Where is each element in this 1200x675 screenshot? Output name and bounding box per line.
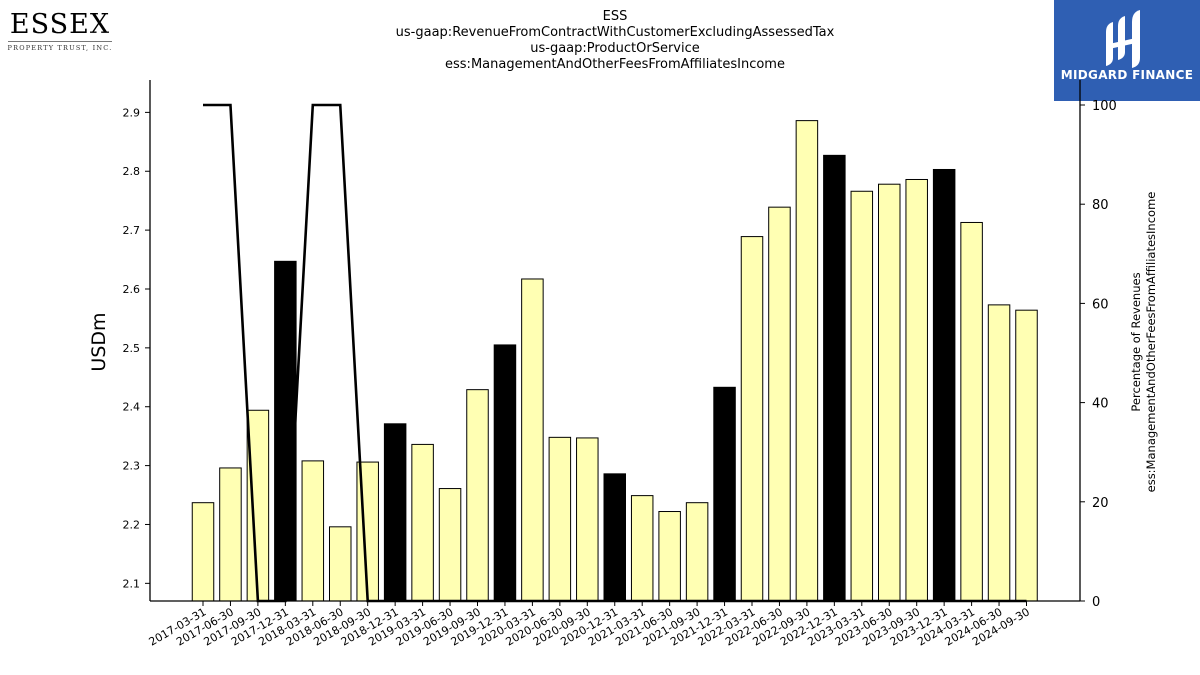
y2-tick-label: 20 <box>1092 496 1109 511</box>
y-tick-label: 2.8 <box>123 165 141 178</box>
bar-2017-06-30 <box>219 467 242 602</box>
y-tick-label: 2.2 <box>123 518 141 531</box>
bar-2021-09-30 <box>685 502 709 602</box>
essex-tagline: PROPERTY TRUST, INC. <box>7 44 113 52</box>
bar-2019-12-31 <box>493 344 517 602</box>
y-tick-label: 2.7 <box>123 224 141 237</box>
bar-2021-12-31 <box>713 386 736 602</box>
y2-axis-label-line-2: ess:ManagementAndOtherFeesFromAffiliates… <box>1144 192 1158 493</box>
y-tick-label: 2.4 <box>123 401 141 414</box>
chart-title-line-3: us-gaap:ProductOrService <box>530 41 700 56</box>
bar-2021-06-30 <box>658 511 681 602</box>
bar-2022-06-30 <box>768 206 791 602</box>
bar-2019-06-30 <box>438 488 462 602</box>
y2-axis-label-line-1: Percentage of Revenues <box>1129 272 1143 411</box>
y2-tick-label: 40 <box>1092 397 1109 412</box>
bar-2023-09-30 <box>905 178 928 602</box>
bar-2022-03-31 <box>740 236 764 602</box>
bar-2018-06-30 <box>329 526 352 602</box>
y-tick-label: 2.3 <box>123 460 141 473</box>
y-tick-label: 2.5 <box>123 342 141 355</box>
y-tick-label: 2.6 <box>123 283 141 296</box>
bar-2023-03-31 <box>850 190 874 602</box>
midgard-finance-logo: MIDGARD FINANCE <box>1054 0 1200 101</box>
bar-2017-09-30 <box>246 409 270 602</box>
chart-title: ESS us-gaap:RevenueFromContractWithCusto… <box>396 9 835 72</box>
y2-tick-label: 100 <box>1092 99 1117 114</box>
chart-title-line-4: ess:ManagementAndOtherFeesFromAffiliates… <box>445 57 785 72</box>
bar-2021-03-31 <box>630 495 654 602</box>
bar-2020-09-30 <box>576 437 599 602</box>
chart-title-line-1: ESS <box>603 9 628 24</box>
bar-2019-03-31 <box>411 443 434 602</box>
essex-wordmark: ESSEX <box>9 9 111 40</box>
bar-2023-06-30 <box>878 183 901 602</box>
logo-divider <box>8 41 112 42</box>
bar-2018-12-31 <box>383 423 407 602</box>
essex-logo: ESSEX PROPERTY TRUST, INC. <box>6 10 114 52</box>
bar-2017-03-31 <box>191 502 215 602</box>
bar-2020-06-30 <box>548 436 572 602</box>
chart-title-line-2: us-gaap:RevenueFromContractWithCustomerE… <box>396 25 835 40</box>
y2-tick-label: 60 <box>1092 297 1109 312</box>
bar-2024-09-30 <box>1015 309 1038 602</box>
y-tick-label: 2.1 <box>123 577 141 590</box>
bar-2019-09-30 <box>466 389 489 602</box>
bar-2017-12-31 <box>274 260 297 602</box>
y-axis-label: USDm <box>88 312 110 371</box>
bar-2020-03-31 <box>521 278 544 602</box>
bar-2022-09-30 <box>795 120 819 602</box>
y2-tick-label: 80 <box>1092 198 1109 213</box>
bar-2024-06-30 <box>987 304 1011 602</box>
bar-2022-12-31 <box>823 154 846 602</box>
bar-2024-03-31 <box>960 221 983 602</box>
bar-2020-12-31 <box>603 473 626 602</box>
bar-2018-03-31 <box>301 460 325 602</box>
y-tick-label: 2.9 <box>123 106 141 119</box>
bar-2023-12-31 <box>932 168 956 602</box>
midgard-brand-text: MIDGARD FINANCE <box>1060 68 1194 82</box>
y2-tick-label: 0 <box>1092 595 1100 610</box>
midgard-monogram-icon <box>1106 10 1140 68</box>
